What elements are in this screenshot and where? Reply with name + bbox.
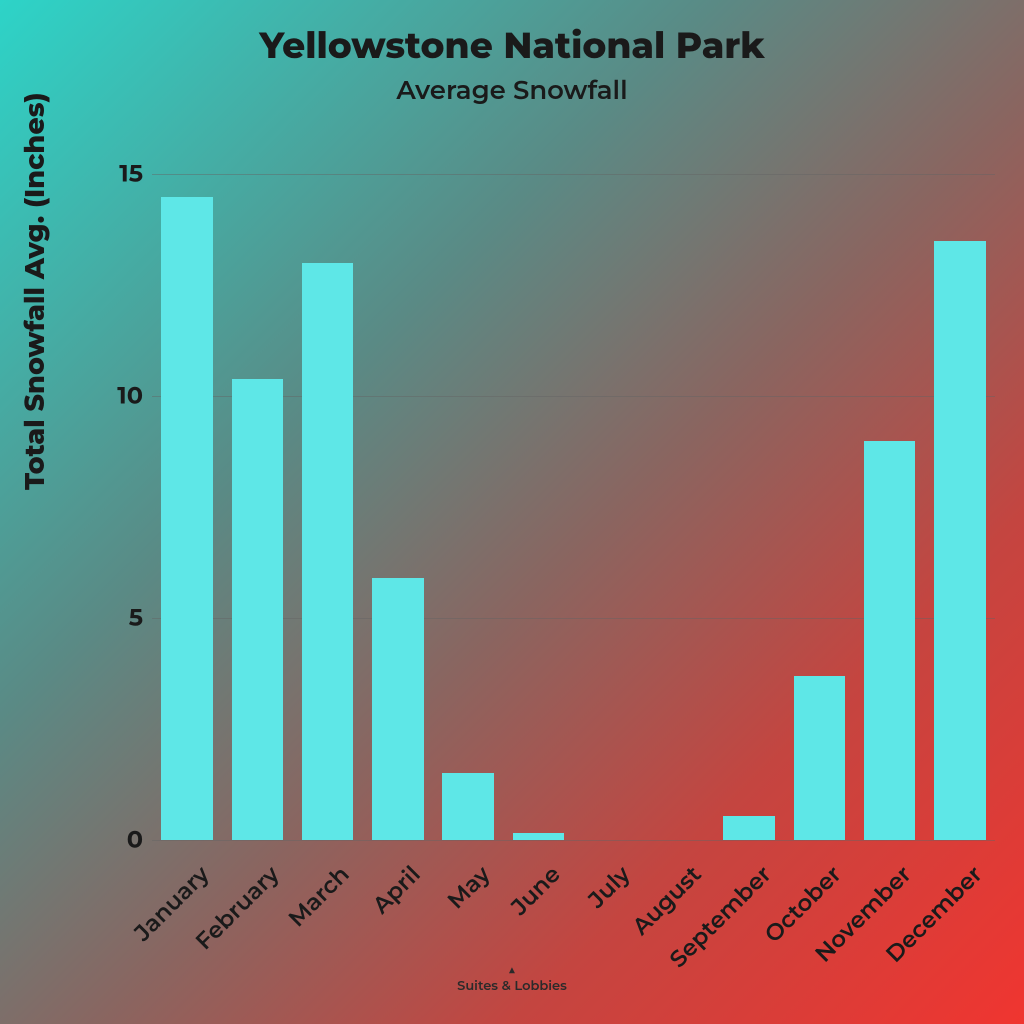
plot-area [152, 130, 995, 840]
footer-credit: ▲ Suites & Lobbies [0, 962, 1024, 994]
bar [513, 833, 564, 840]
bar [442, 773, 493, 840]
x-tick-label: March [283, 860, 355, 932]
y-tick-label: 10 [103, 382, 143, 411]
bar [864, 441, 915, 840]
bar [161, 197, 212, 840]
y-axis-label: Total Snowfall Avg. (Inches) [18, 93, 51, 490]
footer-icon: ▲ [0, 962, 1024, 976]
y-tick-label: 15 [103, 160, 143, 189]
y-tick-label: 0 [103, 826, 143, 855]
x-tick-label: April [366, 860, 425, 919]
chart-subtitle: Average Snowfall [0, 74, 1024, 106]
x-axis-labels: JanuaryFebruaryMarchAprilMayJuneJulyAugu… [152, 850, 995, 970]
chart-container: 051015 [100, 130, 995, 840]
footer-text: Suites & Lobbies [457, 978, 567, 994]
gridline [152, 840, 995, 841]
bar [302, 263, 353, 840]
x-tick-label: July [583, 860, 637, 914]
y-tick-label: 5 [103, 604, 143, 633]
bar [232, 379, 283, 841]
gridline [152, 174, 995, 175]
x-tick-label: June [505, 860, 566, 921]
bar [934, 241, 985, 840]
chart-title: Yellowstone National Park [0, 0, 1024, 68]
x-tick-label: May [441, 860, 495, 914]
bar [723, 816, 774, 840]
bar [372, 578, 423, 840]
bar [794, 676, 845, 840]
